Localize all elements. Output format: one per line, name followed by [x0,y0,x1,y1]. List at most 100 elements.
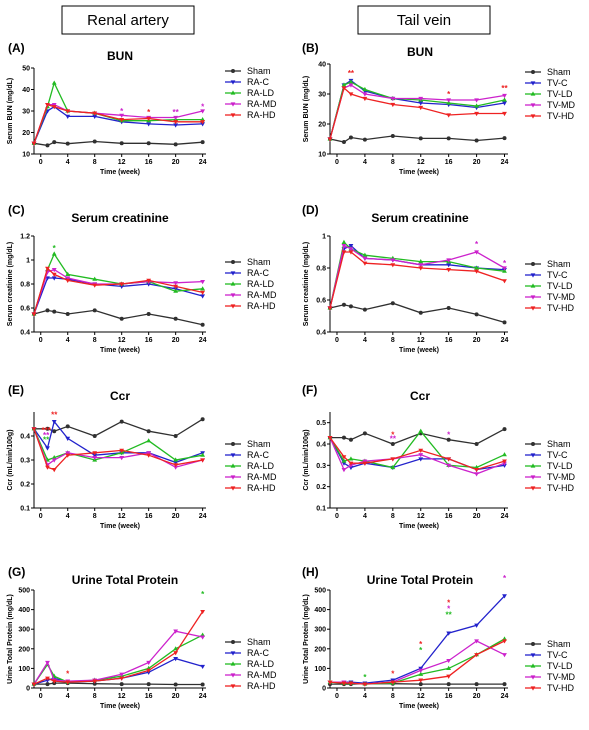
data-point [348,465,354,471]
data-point [173,463,179,468]
data-point [446,113,452,118]
data-point [51,679,57,684]
chart-panel: (H) Urine Total Protein 0 4 8 12 16 20 24 0 100 200… [302,565,575,710]
data-point [173,629,179,634]
legend-marker [531,442,535,446]
data-point [65,453,71,458]
y-tick-label: 0.3 [20,458,30,465]
data-point [390,96,396,102]
data-point [92,308,97,313]
y-tick-label: 10 [318,152,326,159]
data-point [474,269,479,274]
data-point [146,141,151,146]
legend-marker [230,293,236,298]
data-point [502,320,507,325]
legend-marker [530,81,536,86]
data-point [92,114,98,119]
data-point [200,109,206,114]
data-point [51,276,57,281]
data-point [446,306,451,310]
data-point [341,86,347,91]
data-point [502,461,507,466]
data-point [173,142,178,147]
data-point [474,138,479,143]
data-point [92,679,98,684]
data-point [119,419,124,424]
chart-panel: (E) Ccr 0 4 8 12 16 20 24 0.1 0.2 0.3 0.4 Time (week)… [7,383,277,530]
series-tv-hd [327,86,507,142]
series-tv-ld [327,79,507,141]
y-axis-title: Urine Total Protein (mg/dL) [303,594,310,684]
data-point [327,306,333,311]
data-point [92,451,98,456]
data-point [348,92,354,97]
series-ra-hd [31,266,206,317]
data-point [418,101,424,106]
y-tick-label: 100 [18,666,30,673]
significance-mark: * [447,605,451,614]
header-label-right: Tail vein [397,12,451,29]
data-point [51,272,57,277]
x-tick-label: 8 [93,159,97,166]
data-point [474,265,479,270]
legend-marker [230,304,236,309]
legend-marker [530,114,536,119]
series-line [329,79,505,140]
series-sham [32,417,205,438]
data-point [65,424,70,429]
x-tick-label: 16 [145,337,153,344]
legend-marker [231,260,235,264]
series-ra-ld [31,80,206,145]
x-tick-label: 0 [335,513,339,520]
x-tick-label: 0 [39,159,43,166]
data-point [200,280,206,285]
series-line [33,309,203,326]
chart-panel: (B) BUN 0 4 8 12 16 20 24 10 20 30 40 Time (week) Seru… [302,41,575,176]
legend-entry: TV-HD [547,303,575,313]
data-point [348,247,354,252]
data-point [51,251,57,256]
x-tick-label: 12 [417,337,425,344]
x-tick-label: 0 [39,513,43,520]
legend-entry: RA-HD [247,681,276,691]
chart-title: Ccr [110,389,130,403]
panel-label: (F) [302,383,317,397]
x-tick-label: 4 [66,693,70,700]
data-point [502,268,507,273]
significance-mark: ** [348,69,355,78]
legend-entry: TV-C [547,450,568,460]
legend-entry: TV-LD [547,281,573,291]
series-sham [32,139,205,148]
x-tick-label: 0 [335,693,339,700]
legend-entry: RA-MD [247,670,277,680]
legend-marker [530,295,536,300]
x-tick-label: 8 [391,159,395,166]
data-point [173,465,179,470]
y-tick-label: 0 [322,686,326,693]
x-tick-label: 24 [501,337,509,344]
chart-title: Serum creatinine [71,211,169,225]
data-point [341,244,347,249]
chart-panel: (F) Ccr 0 4 8 12 16 20 24 0.1 0.2 0.3 0.4 0.5 Time (we… [302,383,575,530]
data-point [362,96,368,102]
data-point [390,442,395,446]
data-point [362,461,368,466]
data-point [52,429,57,434]
data-point [474,442,479,446]
significance-mark: * [447,90,451,99]
data-point [502,279,507,284]
x-tick-label: 20 [473,513,481,520]
data-point [65,109,71,114]
data-point [146,682,151,687]
significance-mark: * [475,240,479,249]
y-tick-label: 0.4 [20,330,30,337]
chart-panel: (D) Serum creatinine 0 4 8 12 16 20 24 0.4 0.6 0.8 1… [302,203,575,354]
legend-entry: Sham [247,439,271,449]
data-point [474,623,479,628]
series-sham [328,134,507,144]
data-point [65,141,70,146]
series-line [329,640,505,685]
data-point [92,276,98,281]
